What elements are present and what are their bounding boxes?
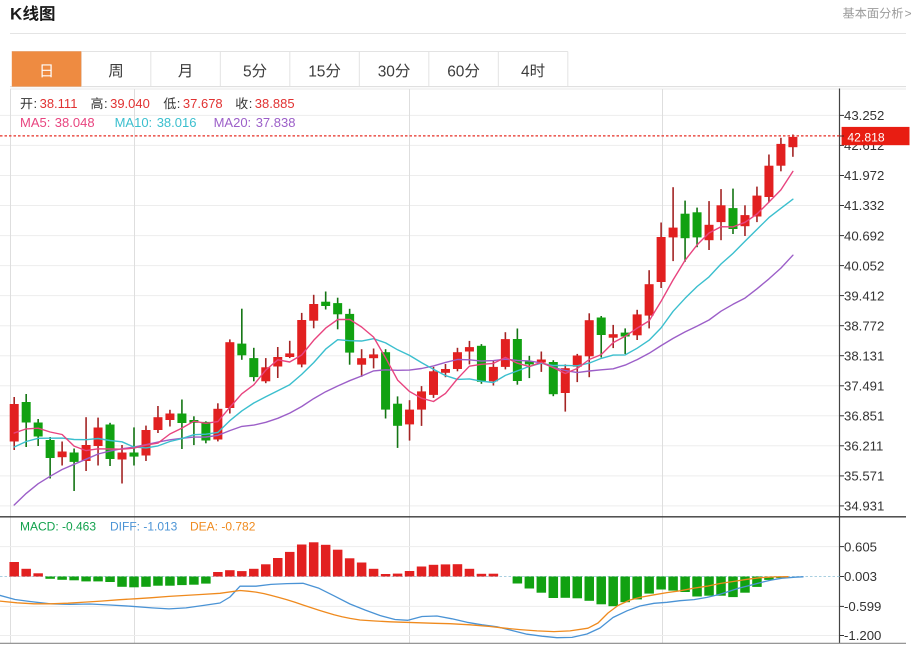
svg-text::: :	[177, 96, 181, 111]
svg-text:5: 5	[243, 63, 252, 80]
svg-text:41.332: 41.332	[844, 198, 884, 213]
svg-text:DIFF: -1.013: DIFF: -1.013	[110, 520, 178, 534]
svg-text:4: 4	[521, 63, 530, 80]
svg-text::: :	[34, 96, 38, 111]
svg-text:39.040: 39.040	[110, 96, 150, 111]
svg-text:41.972: 41.972	[844, 168, 884, 183]
svg-text:60: 60	[447, 63, 465, 80]
svg-text:38.048: 38.048	[55, 115, 95, 130]
svg-text:38.131: 38.131	[844, 348, 884, 363]
svg-text:MA5:: MA5:	[20, 115, 50, 130]
svg-text:-1.200: -1.200	[844, 628, 881, 643]
svg-text:15: 15	[308, 63, 325, 80]
svg-text:34.931: 34.931	[844, 499, 884, 514]
svg-text:37.678: 37.678	[183, 96, 223, 111]
svg-text:42.818: 42.818	[847, 130, 884, 144]
svg-text:0.003: 0.003	[844, 569, 877, 584]
svg-text:>: >	[905, 7, 912, 21]
svg-text::: :	[249, 96, 253, 111]
svg-text:DEA: -0.782: DEA: -0.782	[190, 520, 256, 534]
svg-text:40.052: 40.052	[844, 258, 884, 273]
svg-text:37.838: 37.838	[256, 115, 296, 130]
svg-text::: :	[104, 96, 108, 111]
svg-text:MACD: -0.463: MACD: -0.463	[20, 520, 96, 534]
svg-text:35.571: 35.571	[844, 469, 884, 484]
svg-text:38.111: 38.111	[40, 96, 78, 111]
svg-text:39.412: 39.412	[844, 288, 884, 303]
svg-text:30: 30	[378, 63, 396, 80]
svg-text:-0.599: -0.599	[844, 599, 881, 614]
svg-text:38.016: 38.016	[157, 115, 197, 130]
svg-text:MA10:: MA10:	[115, 115, 153, 130]
svg-text:43.252: 43.252	[844, 108, 884, 123]
svg-text:0.605: 0.605	[844, 539, 877, 554]
svg-text:40.692: 40.692	[844, 228, 884, 243]
svg-text:36.851: 36.851	[844, 409, 884, 424]
svg-text:38.772: 38.772	[844, 318, 884, 333]
svg-text:38.885: 38.885	[255, 96, 295, 111]
svg-text:36.211: 36.211	[844, 439, 883, 454]
svg-text:K: K	[10, 5, 23, 24]
svg-text:MA20:: MA20:	[214, 115, 252, 130]
svg-text:37.491: 37.491	[844, 379, 884, 394]
